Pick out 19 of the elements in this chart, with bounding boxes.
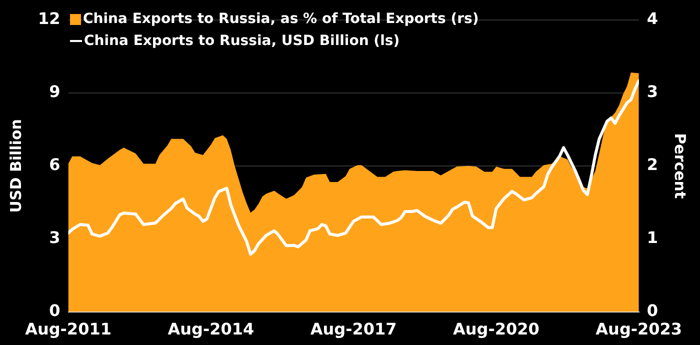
x-tick-label: Aug-2014 bbox=[168, 320, 254, 339]
y2-tick-label: 0 bbox=[646, 300, 658, 320]
y-tick-label: 12 bbox=[38, 9, 60, 28]
y-tick-label: 9 bbox=[49, 82, 60, 102]
x-tick-label: Aug-2023 bbox=[596, 320, 682, 339]
y2-tick-label: 4 bbox=[646, 9, 658, 28]
x-tick-label: Aug-2017 bbox=[310, 320, 397, 339]
y-tick-label: 6 bbox=[49, 155, 60, 174]
y2-axis-title: Percent bbox=[671, 133, 690, 199]
x-tick-label: Aug-2020 bbox=[453, 320, 540, 339]
y-tick-label: 3 bbox=[49, 228, 60, 248]
legend-label: China Exports to Russia, USD Billion (ls) bbox=[84, 32, 400, 51]
legend-label: China Exports to Russia, as % of Total Exports (rs) bbox=[83, 10, 479, 29]
y-tick-label: 0 bbox=[49, 300, 60, 320]
y2-tick-label: 3 bbox=[646, 82, 658, 102]
y2-tick-label: 2 bbox=[646, 155, 658, 174]
y-axis-title: USD Billion bbox=[6, 119, 25, 213]
x-tick-label: Aug-2011 bbox=[25, 320, 112, 339]
y2-tick-label: 1 bbox=[646, 228, 658, 248]
